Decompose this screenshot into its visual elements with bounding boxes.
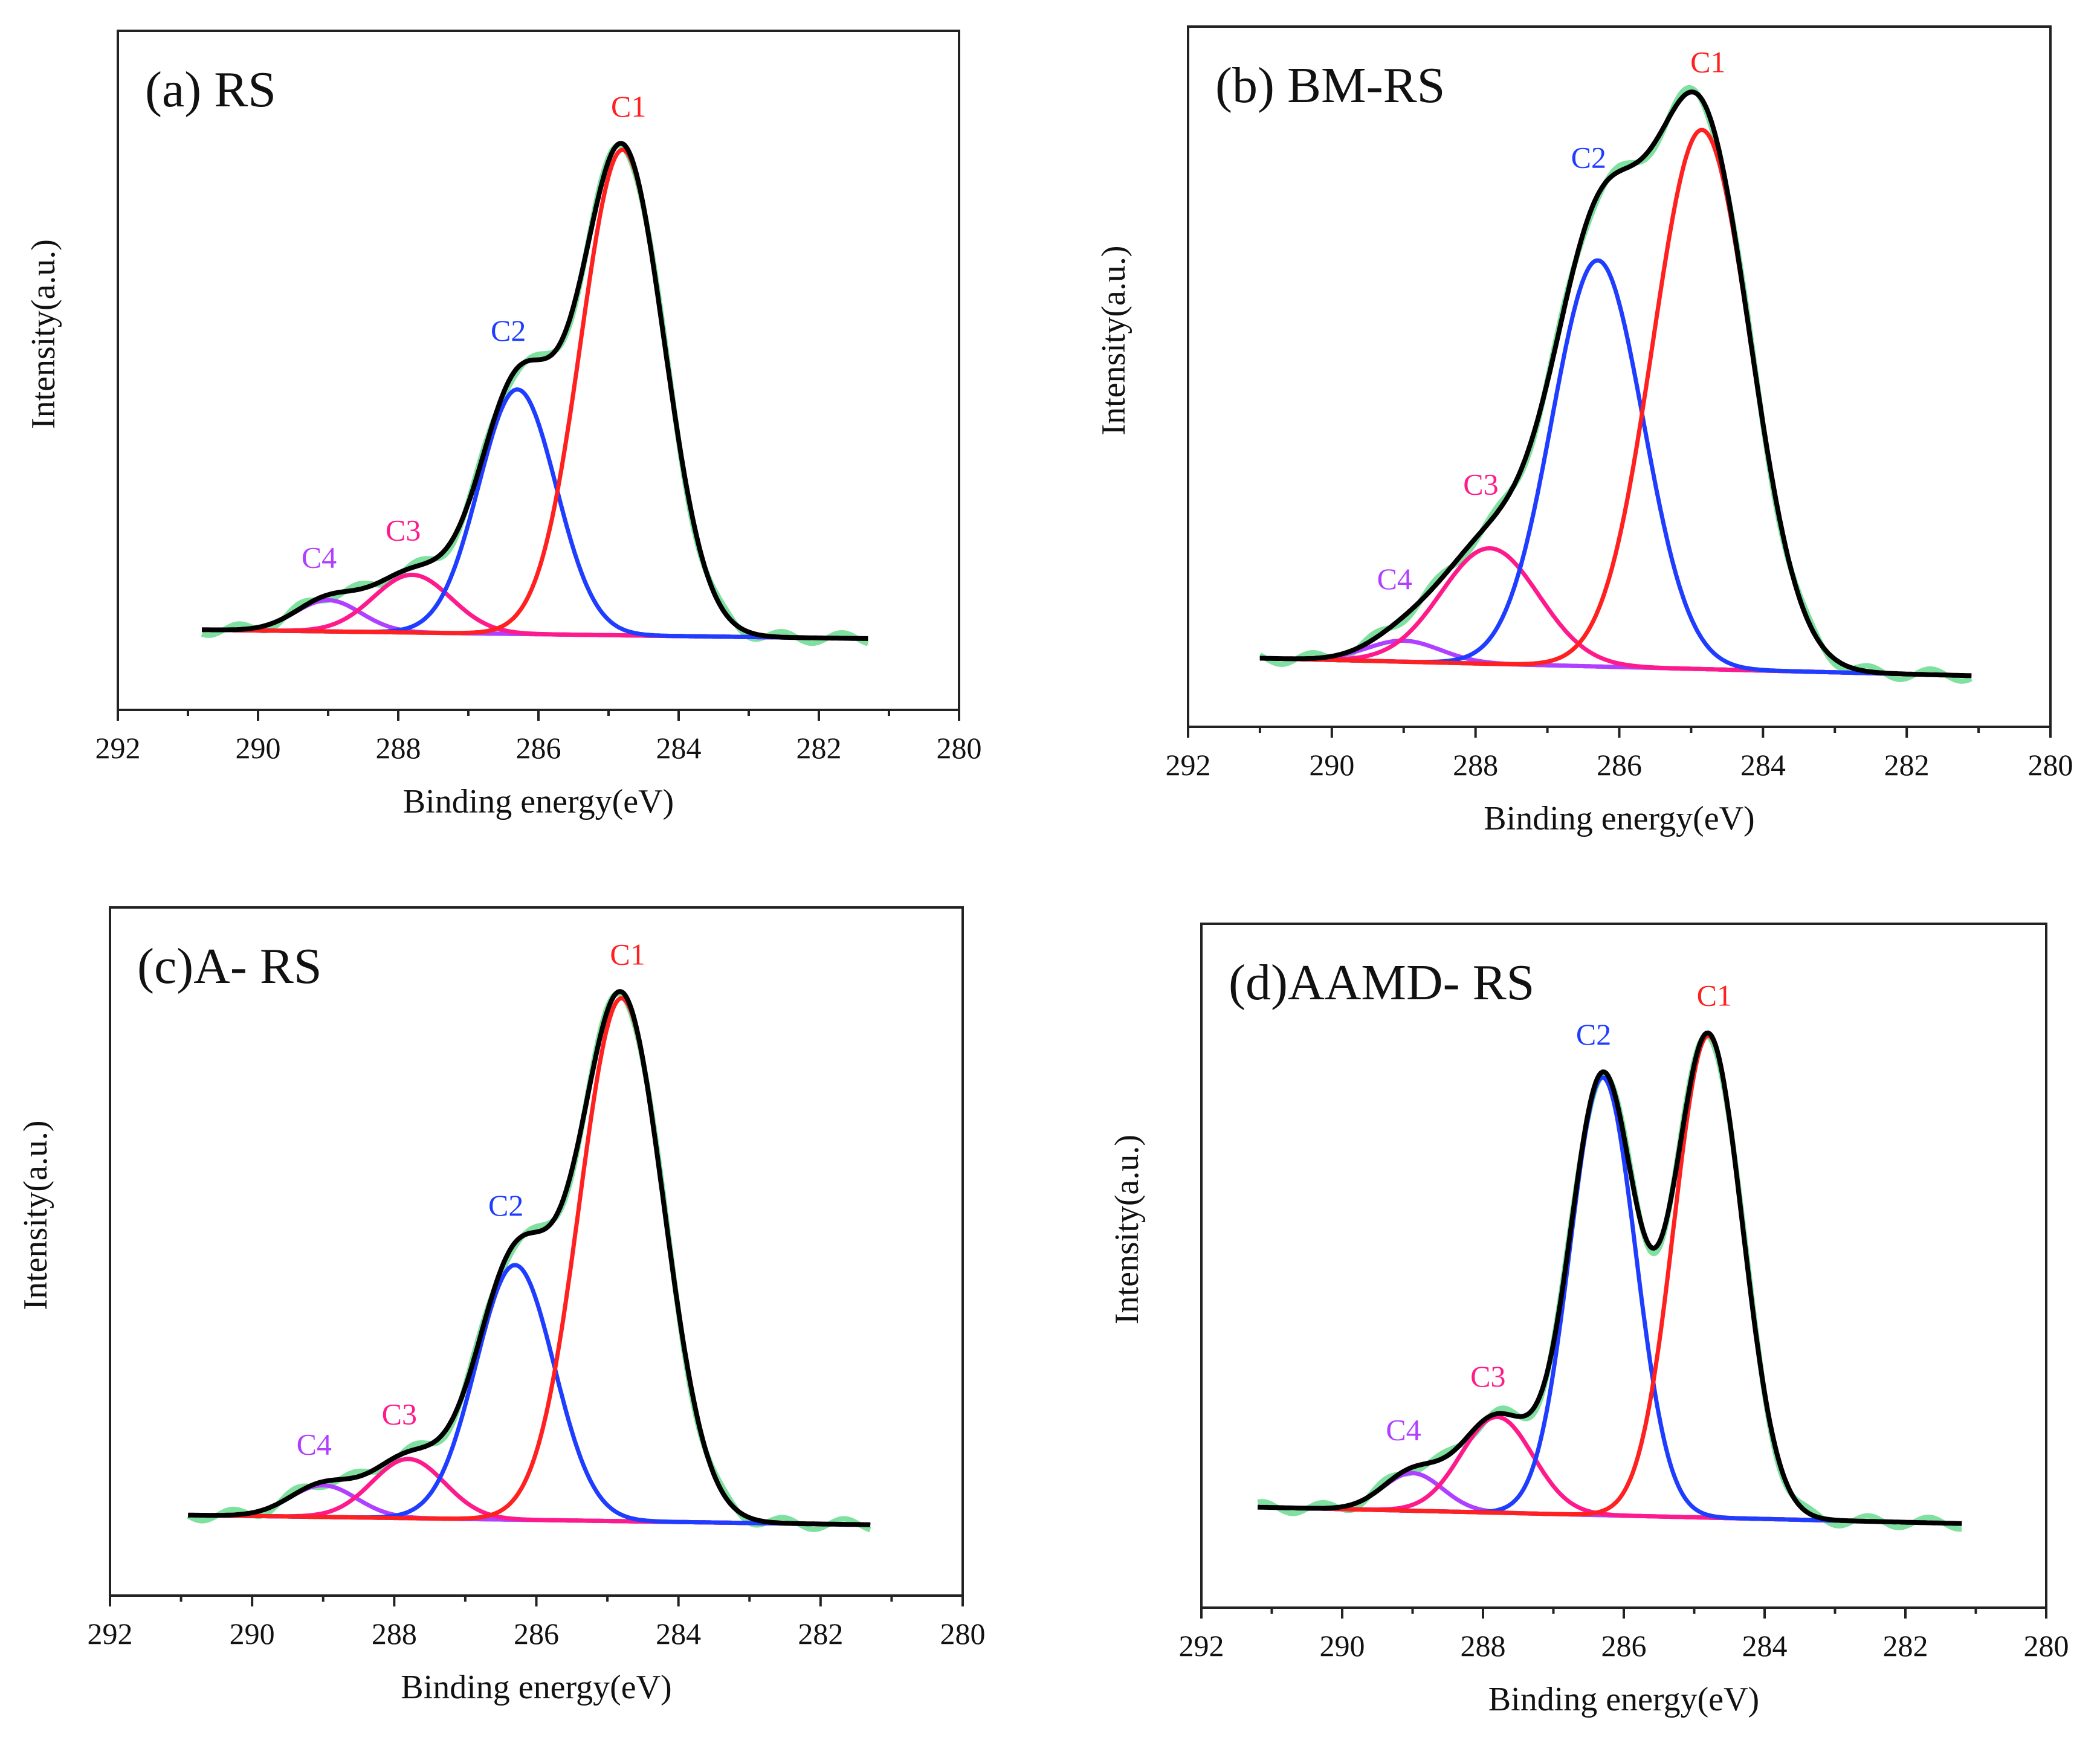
x-tick-label: 280 (2024, 1629, 2069, 1663)
panel-title: (c)A- RS (137, 938, 322, 994)
envelope-curve (1258, 1030, 1962, 1526)
plot-frame (109, 906, 964, 1597)
panel-a: 292 290 288 286 284 282 280 Binding energy(eV) I… (25, 30, 982, 820)
peak-label-c3: C3 (382, 1397, 417, 1431)
x-tick-label: 286 (1601, 1629, 1647, 1663)
x-tick-label: 290 (230, 1617, 275, 1651)
x-axis-label: Binding energy(eV) (401, 1669, 671, 1706)
x-tick-label: 288 (1461, 1629, 1506, 1663)
envelope-curve (202, 141, 868, 641)
x-tick-label: 282 (1884, 748, 1930, 782)
plot-frame (117, 30, 960, 711)
peak-label-c4: C4 (302, 540, 337, 574)
panel-b: 292 290 288 286 284 282 280 Binding energy(eV) I… (1095, 25, 2073, 837)
x-tick-label: 282 (1883, 1629, 1928, 1663)
peak-label-c2: C2 (1576, 1017, 1611, 1051)
x-tick-label: 282 (798, 1617, 843, 1651)
peak-label-c2: C2 (1571, 141, 1606, 175)
envelope-curve (188, 989, 871, 1527)
peak-label-c1: C1 (1697, 979, 1732, 1013)
raw-data-curve (1257, 1033, 1962, 1532)
raw-data-curve (187, 991, 871, 1533)
x-axis-label: Binding energy(eV) (1484, 800, 1754, 837)
peak-label-c4: C4 (1386, 1413, 1421, 1446)
peak-curve-c1 (1258, 1033, 1962, 1526)
peak-label-c4: C4 (297, 1427, 332, 1461)
peak-curve-c1 (1259, 127, 1972, 678)
plot-frame (1187, 25, 2052, 728)
y-axis-label: Intensity(a.u.) (17, 1120, 54, 1310)
peak-label-c1: C1 (610, 938, 645, 971)
peak-label-c1: C1 (611, 89, 646, 123)
panel-c: 292 290 288 286 284 282 280 Binding energy(eV) I… (17, 906, 986, 1706)
x-axis-label: Binding energy(eV) (403, 783, 674, 820)
x-tick-label: 288 (376, 731, 421, 765)
x-tick-label: 292 (95, 731, 141, 765)
peak-label-c2: C2 (491, 314, 526, 347)
y-axis-label: Intensity(a.u.) (25, 239, 62, 429)
peak-curve-c1 (188, 996, 871, 1527)
y-axis-label: Intensity(a.u.) (1108, 1135, 1146, 1324)
peak-label-c3: C3 (1470, 1359, 1505, 1393)
x-tick-label: 280 (2028, 748, 2073, 782)
x-tick-label: 286 (516, 731, 561, 765)
x-tick-label: 288 (372, 1617, 417, 1651)
x-tick-label: 292 (88, 1617, 133, 1651)
x-tick-label: 290 (1309, 748, 1354, 782)
x-tick-label: 280 (940, 1617, 986, 1651)
x-tick-label: 286 (514, 1617, 559, 1651)
panel-title: (d)AAMD- RS (1229, 955, 1534, 1011)
x-tick-label: 292 (1179, 1629, 1224, 1663)
peak-label-c2: C2 (488, 1188, 523, 1222)
envelope-curve (1259, 89, 1972, 678)
raw-data-curve (1258, 85, 1972, 684)
x-tick-label: 286 (1597, 748, 1642, 782)
x-tick-label: 284 (656, 731, 702, 765)
peak-label-c3: C3 (386, 513, 421, 547)
peak-curve-c2 (188, 1263, 871, 1527)
panel-d: 292 290 288 286 284 282 280 Binding energy(eV) I… (1108, 923, 2069, 1718)
peak-curve-c2 (1258, 1075, 1962, 1526)
x-tick-label: 288 (1453, 748, 1498, 782)
x-tick-label: 282 (796, 731, 842, 765)
x-tick-label: 292 (1166, 748, 1211, 782)
peak-label-c4: C4 (1377, 562, 1412, 596)
panel-title: (a) RS (145, 62, 276, 118)
peak-curve-c2 (1259, 258, 1972, 678)
x-tick-label: 290 (236, 731, 281, 765)
y-axis-label: Intensity(a.u.) (1095, 245, 1132, 435)
peak-label-c1: C1 (1690, 45, 1725, 79)
x-tick-label: 284 (1740, 748, 1786, 782)
x-tick-label: 280 (937, 731, 982, 765)
peak-curve-c3 (1259, 546, 1972, 678)
x-tick-label: 284 (1742, 1629, 1788, 1663)
x-axis-label: Binding energy(eV) (1488, 1681, 1759, 1718)
x-tick-label: 290 (1320, 1629, 1365, 1663)
panel-title: (b) BM-RS (1215, 57, 1445, 114)
peak-label-c3: C3 (1463, 467, 1498, 501)
x-tick-label: 284 (656, 1617, 701, 1651)
